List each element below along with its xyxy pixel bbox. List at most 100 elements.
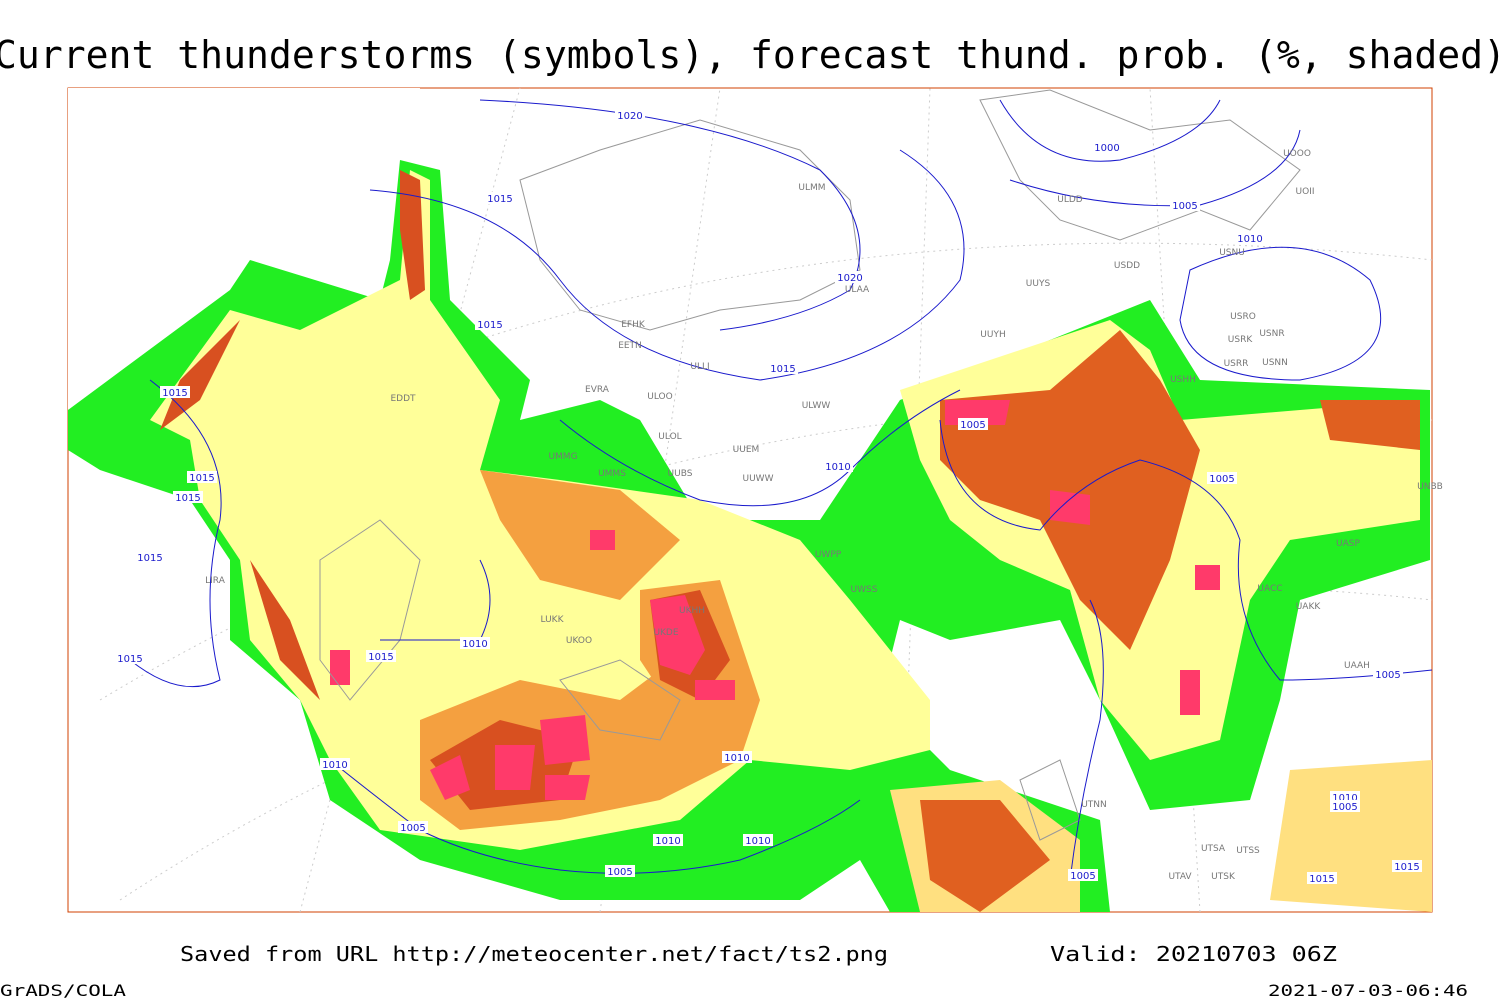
station-label: UTAV [1168,872,1192,882]
station-label: ULMM [798,183,825,193]
station-label: UUYH [980,330,1005,340]
station-label: ULOL [658,432,681,442]
station-label: USNR [1259,329,1284,339]
isobar-label: 1005 [960,420,985,431]
station-labels: ULMM ULDD UOOO UOII USNU USDD UUYS ULAA USRO USRK… [205,149,1443,882]
isobar-label-bg [743,834,773,846]
station-label: UUBS [668,469,693,479]
isobar-label: 1010 [724,753,749,764]
isobar-label-bg [1235,232,1265,244]
station-label: EDDT [390,394,416,404]
isobar-label-bg [320,758,350,770]
isobar-label-bg [1207,472,1237,484]
station-label: UTSS [1236,846,1260,856]
isobar-label-bg [1392,860,1422,872]
station-label: USHH [1170,375,1196,385]
isobar-labels: 1020101510001005101010201015101510151005… [115,109,1422,885]
isobar-label: 1010 [655,836,680,847]
isobar-label-bg [768,362,798,374]
station-label: UWSS [851,585,878,595]
station-label: UUYS [1026,279,1051,289]
isobar-label: 1000 [1094,143,1119,154]
coastlines [319,89,1301,841]
isobar-label: 1015 [487,194,512,205]
isobar-label: 1020 [837,273,862,284]
station-label: EFHK [621,320,646,330]
station-label: LIRA [205,576,226,586]
station-label: UMMG [548,452,577,462]
isobar-label-bg [1170,199,1200,211]
station-label: LUKK [541,615,565,625]
station-label: UNBB [1417,482,1443,492]
isobar-label: 1005 [607,867,632,878]
station-label: UOOO [1283,149,1311,159]
station-label: UAAH [1344,661,1370,671]
isobar-label: 1015 [1309,874,1334,885]
station-label: USNN [1262,358,1288,368]
isobar-label: 1005 [400,823,425,834]
isobar-label-bg [135,551,165,563]
isobar-label: 1015 [175,493,200,504]
station-label: ULWW [802,401,831,411]
software: GrADS/COLA [0,981,126,1000]
prob-high [920,330,1420,912]
isobar-label: 1010 [825,462,850,473]
isobar-label-bg [835,271,865,283]
station-label: ULLI [690,362,709,372]
isobar-label: 1015 [189,473,214,484]
station-label: UKOO [566,636,592,646]
isobar-label-bg [653,834,683,846]
isobar-label: 1005 [1172,201,1197,212]
isobar-label-bg [160,386,190,398]
station-label: UTSA [1201,844,1226,854]
station-label: USNU [1219,248,1245,258]
station-label: UKDE [653,628,678,638]
isobar-label-bg [173,491,203,503]
isobar-label-bg [605,865,635,877]
off-projection [68,88,420,410]
isobar-label-bg [115,652,145,664]
isobar-label-bg [460,637,490,649]
isobar-label-bg [958,418,988,430]
station-label: USRO [1230,312,1256,322]
map: 1020101510001005101010201015101510151005… [67,87,1443,913]
timestamp: 2021-07-03-06:46 [1268,981,1468,1000]
isobar-label-bg [398,821,428,833]
isobar-label-bg [187,471,217,483]
station-label: UOII [1296,187,1315,197]
station-label: UWPP [815,550,842,560]
isobar-label: 1010 [1332,793,1357,804]
isobar-label-bg [615,109,645,121]
isobar-label-bg [1373,668,1403,680]
isobar-label-bg [1307,872,1337,884]
station-label: ULAA [845,285,870,295]
source-url: Saved from URL http://meteocenter.net/fa… [180,942,888,966]
isobar-label: 1020 [617,111,642,122]
isobar-label: 1015 [117,654,142,665]
station-label: UUEM [733,445,760,455]
isobar-label: 1005 [1070,871,1095,882]
station-label: EETN [618,341,642,351]
station-label: UTNN [1081,800,1107,810]
storm-shading [68,160,1432,912]
isobar-label: 1005 [1332,802,1357,813]
isobar-label: 1015 [477,320,502,331]
isobar-label: 1005 [1375,670,1400,681]
isobar-label-bg [366,650,396,662]
station-label: UKHH [679,606,705,616]
station-label: UACC [1257,584,1282,594]
isobar-label: 1015 [770,364,795,375]
isobar-label: 1005 [1209,474,1234,485]
isobar-label-bg [1068,869,1098,881]
isobar-label: 1015 [1394,862,1419,873]
station-label: UTSK [1211,872,1236,882]
isobar-label: 1015 [162,388,187,399]
valid-time: Valid: 20210703 06Z [1050,942,1337,966]
station-label: ULOO [647,392,672,402]
isobar-label: 1015 [368,652,393,663]
station-label: USRR [1224,359,1249,369]
station-label: USDD [1114,261,1140,271]
isobar-label-bg [823,460,853,472]
isobar-label-bg [722,751,752,763]
